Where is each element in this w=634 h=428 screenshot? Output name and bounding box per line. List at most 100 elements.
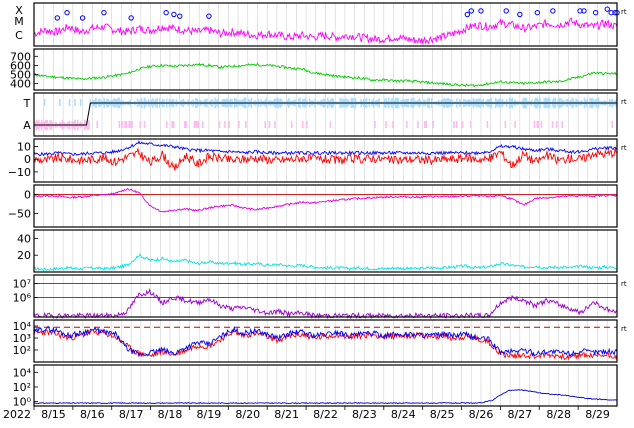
flare-marker xyxy=(206,13,212,19)
xray-class-tick-label: M xyxy=(14,15,24,28)
imf-mixed-bar xyxy=(96,121,99,128)
flare-marker xyxy=(534,9,541,16)
imf-mixed-bar xyxy=(455,121,458,128)
wind-speed-tick-label: 400 xyxy=(10,78,31,91)
imf-mixed-bar xyxy=(139,121,142,128)
density-tick-label: 40 xyxy=(17,232,31,245)
wind-speed-tick-label: 500 xyxy=(10,69,31,82)
x-tick-label: 8/23 xyxy=(352,408,377,421)
imf-away-bar xyxy=(88,120,90,130)
imf-mixed-bar xyxy=(185,121,187,128)
imf-mixed-bar xyxy=(374,121,376,128)
imf-mixed-bar xyxy=(201,121,204,128)
imf-away-label: A xyxy=(23,119,31,132)
x-tick-label: 8/29 xyxy=(585,408,610,421)
imf-mixed-bar xyxy=(301,121,304,128)
imf-mixed-bar xyxy=(143,121,146,128)
imf-mixed-bar xyxy=(540,121,543,128)
x-tick-label: 8/17 xyxy=(119,408,144,421)
flare-marker xyxy=(128,15,134,21)
imf-mixed-bar xyxy=(392,121,394,128)
flare-marker xyxy=(163,9,169,16)
density-tick-label: 20 xyxy=(17,249,31,262)
wind-speed-line xyxy=(33,62,618,88)
panel-frame xyxy=(33,138,618,183)
imf-mixed-bar xyxy=(165,121,168,128)
density-line xyxy=(34,253,618,272)
imf-mixed-bar xyxy=(118,121,121,128)
panel-frame xyxy=(33,92,618,137)
flare-marker xyxy=(54,15,61,21)
log-blue-line xyxy=(33,325,618,358)
labels-layer: XMCrt700600500400TArt100−10rt0−50402010⁷… xyxy=(8,4,627,421)
panel-frame xyxy=(33,48,618,91)
xray-class-tick-label: C xyxy=(15,29,23,42)
imf-mixed-bar xyxy=(274,121,276,128)
flare-marker xyxy=(468,8,474,14)
xray-class-tick-label: X xyxy=(15,4,23,17)
imf-mixed-bar xyxy=(183,121,186,128)
imf-mixed-bar xyxy=(124,121,126,128)
imf-mixed-bar xyxy=(228,121,230,128)
imf-mixed-bar xyxy=(536,121,539,128)
imf-mixed-bar xyxy=(306,121,308,128)
imf-mixed-bar xyxy=(193,121,196,128)
imf-mixed-bar xyxy=(129,121,132,128)
imf-mixed-bar xyxy=(238,121,240,128)
panel-frames-layer xyxy=(33,2,618,410)
side-label: rt xyxy=(621,325,627,333)
imf-mixed-bar xyxy=(424,121,426,128)
flare-marker xyxy=(79,15,86,21)
imf-mixed-bar xyxy=(486,121,489,128)
imf-mixed-bar xyxy=(195,121,197,128)
x-tick-label: 8/18 xyxy=(158,408,183,421)
imf-mixed-bar xyxy=(504,121,507,128)
imf-away-bar xyxy=(86,120,89,130)
x-tick-label: 8/16 xyxy=(80,408,105,421)
x-tick-label: 8/24 xyxy=(391,408,416,421)
series-layer xyxy=(33,6,620,405)
imf-step-line xyxy=(34,102,617,126)
electron-flux-tick-label: 10⁶ xyxy=(13,291,32,304)
flare-marker xyxy=(503,8,509,14)
imf-components-tick-label: −10 xyxy=(8,166,31,179)
imf-mixed-bar xyxy=(469,121,472,128)
imf-mixed-bar xyxy=(125,121,128,128)
x-tick-label: 8/25 xyxy=(430,408,455,421)
imf-mixed-bar xyxy=(417,121,419,128)
log-panel-tick-label: 10⁴ xyxy=(13,320,32,333)
dst-tick-label: −50 xyxy=(8,208,31,221)
imf-mixed-bar xyxy=(290,121,293,128)
wind-speed-tick-label: 600 xyxy=(10,59,31,72)
flare-marker xyxy=(177,13,183,19)
panel-frame xyxy=(33,364,618,407)
dst-tick-label: 0 xyxy=(24,189,31,202)
imf-components-tick-label: 0 xyxy=(24,153,31,166)
imf-mixed-bar xyxy=(555,121,558,128)
imf-mixed-bar xyxy=(224,121,226,128)
imf-components-tick-label: 10 xyxy=(17,141,31,154)
imf-mixed-bar xyxy=(406,121,408,128)
flare-marker xyxy=(604,6,610,12)
imf-mixed-bar xyxy=(264,121,267,128)
imf-mixed-bar xyxy=(128,121,130,128)
imf-mixed-bar xyxy=(537,121,540,128)
flare-marker xyxy=(550,8,556,14)
dst-line xyxy=(33,187,618,213)
imf-mixed-bar xyxy=(453,121,455,128)
imf-mixed-bar xyxy=(121,121,124,128)
imf-mixed-bar xyxy=(171,121,174,128)
imf-mixed-bar xyxy=(461,121,464,128)
imf-mixed-bar xyxy=(268,121,271,128)
x-tick-label: 8/15 xyxy=(41,408,66,421)
bottom-log-tick-label: 10⁰ xyxy=(13,396,32,409)
panel-frame xyxy=(33,319,618,363)
imf-mixed-bar xyxy=(385,121,387,128)
imf-mixed-bar xyxy=(79,99,82,106)
imf-mixed-bar xyxy=(611,121,614,128)
imf-mixed-bar xyxy=(68,99,71,106)
bottom-log-line xyxy=(33,388,618,405)
imf-mixed-bar xyxy=(131,121,133,128)
imf-toward-label: T xyxy=(23,97,31,110)
flare-marker xyxy=(464,11,471,18)
